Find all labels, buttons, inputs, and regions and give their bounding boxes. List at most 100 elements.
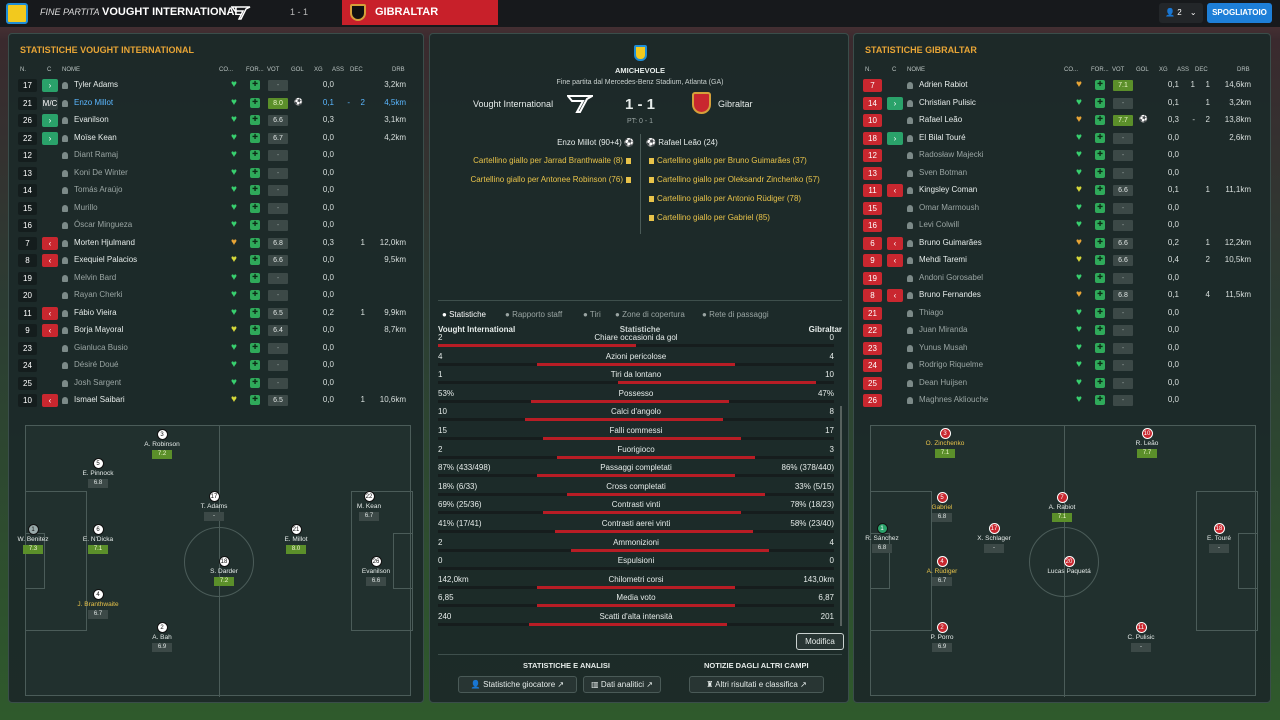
player-name[interactable]: Kingsley Coman [919,185,978,194]
player-name[interactable]: Borja Mayoral [74,325,124,334]
player-name[interactable]: Rafael Leão [919,115,963,124]
player-row[interactable]: 10 ‹ Ismael Saibari ♥ ✚ 6.5 0,0 1 10,6km [18,392,416,409]
player-name[interactable]: Ismael Saibari [74,395,125,404]
tab-shots[interactable]: ● Tiri [583,310,601,319]
formation-player[interactable]: 11 C. Pulisic - [1111,622,1171,652]
player-row[interactable]: 16 Óscar Mingueza ♥ ✚ - 0,0 [18,217,416,234]
column-header[interactable]: C [892,67,897,73]
formation-player[interactable]: 10 R. Leão 7.7 [1117,428,1177,458]
formation-player[interactable]: 18 E. Touré - [1189,523,1249,553]
player-row[interactable]: 6 ‹ Bruno Guimarães ♥ ✚ 6.6 0,2 1 12,2km [863,235,1261,252]
formation-player[interactable]: 17 T. Adams - [184,491,244,521]
player-name[interactable]: Tyler Adams [74,80,119,89]
player-row[interactable]: 17 › Tyler Adams ♥ ✚ - 0,0 3,2km [18,77,416,94]
player-row[interactable]: 14 › Christian Pulisic ♥ ✚ - 0,1 1 3,2km [863,95,1261,112]
player-name[interactable]: Andoni Gorosabel [919,272,984,282]
column-header[interactable]: C [47,67,52,73]
player-row[interactable]: 10 Rafael Leão ♥ ✚ 7.7 ⚽ 0,3 - 2 13,8km [863,112,1261,129]
player-name[interactable]: Bruno Guimarães [919,237,982,247]
other-results-button[interactable]: ♜ Altri risultati e classifica ↗ [689,676,824,693]
player-row[interactable]: 13 Koni De Winter ♥ ✚ - 0,0 [18,165,416,182]
player-name[interactable]: Exequiel Palacios [74,255,138,264]
column-header[interactable]: GOL [1136,67,1149,73]
player-row[interactable]: 12 Radosław Majecki ♥ ✚ - 0,0 [863,147,1261,164]
player-name[interactable]: Christian Pulisic [919,97,976,107]
column-header[interactable]: XG [1159,67,1168,73]
player-name[interactable]: El Bilal Touré [919,132,966,142]
player-row[interactable]: 24 Désiré Doué ♥ ✚ - 0,0 [18,357,416,374]
player-row[interactable]: 25 Dean Huijsen ♥ ✚ - 0,0 [863,375,1261,392]
formation-player[interactable]: 18 S. Darder 7.2 [194,556,254,586]
column-header[interactable]: XG [314,67,323,73]
player-row[interactable]: 19 Andoni Gorosabel ♥ ✚ - 0,0 [863,270,1261,287]
dressing-room-button[interactable]: SPOGLIATOIO [1207,3,1272,23]
player-row[interactable]: 15 Murillo ♥ ✚ - 0,0 [18,200,416,217]
player-name[interactable]: Juan Miranda [919,325,968,334]
player-row[interactable]: 22 › Moïse Kean ♥ ✚ 6.7 0,0 4,2km [18,130,416,147]
player-row[interactable]: 25 Josh Sargent ♥ ✚ - 0,0 [18,375,416,392]
player-name[interactable]: Mehdi Taremi [919,255,967,264]
player-name[interactable]: Radosław Majecki [919,150,984,159]
player-name[interactable]: Enzo Millot [74,97,114,107]
column-header[interactable]: FOR... [1091,67,1109,73]
column-header[interactable]: NOME [62,67,80,73]
player-row[interactable]: 18 › El Bilal Touré ♥ ✚ - 0,0 2,6km [863,130,1261,147]
formation-player[interactable]: 3 O. Zinchenko 7.1 [915,428,975,458]
player-name[interactable]: Tomás Araújo [74,185,123,194]
player-row[interactable]: 8 ‹ Exequiel Palacios ♥ ✚ 6.6 0,0 9,5km [18,252,416,269]
player-row[interactable]: 22 Juan Miranda ♥ ✚ - 0,0 [863,322,1261,339]
tab-staff-report[interactable]: ● Rapporto staff [505,310,563,319]
column-header[interactable]: ASS [1177,67,1190,73]
player-name[interactable]: Rayan Cherki [74,290,123,299]
away-team-name[interactable]: GIBRALTAR [375,6,439,18]
player-row[interactable]: 16 Levi Colwill ♥ ✚ - 0,0 [863,217,1261,234]
player-name[interactable]: Dean Huijsen [919,377,968,387]
player-row[interactable]: 20 Rayan Cherki ♥ ✚ - 0,0 [18,287,416,304]
tab-statistics[interactable]: ● Statistiche [442,310,486,319]
formation-player[interactable]: 21 E. Millot 8.0 [266,524,326,554]
player-row[interactable]: 8 ‹ Bruno Fernandes ♥ ✚ 6.8 0,1 4 11,5km [863,287,1261,304]
player-name[interactable]: Maghnes Akliouche [919,395,989,404]
column-header[interactable]: VOT [267,67,280,73]
player-row[interactable]: 26 Maghnes Akliouche ♥ ✚ - 0,0 [863,392,1261,409]
player-row[interactable]: 9 ‹ Mehdi Taremi ♥ ✚ 6.6 0,4 2 10,5km [863,252,1261,269]
player-name[interactable]: Óscar Mingueza [74,220,133,229]
formation-player[interactable]: 7 A. Rabiot 7.1 [1032,492,1092,522]
player-name[interactable]: Fábio Vieira [74,307,117,317]
player-row[interactable]: 14 Tomás Araújo ♥ ✚ - 0,0 [18,182,416,199]
player-name[interactable]: Morten Hjulmand [74,237,135,247]
stats-scrollbar[interactable] [840,406,842,626]
player-row[interactable]: 24 Rodrigo Riquelme ♥ ✚ - 0,0 [863,357,1261,374]
club-logo-icon[interactable] [6,3,28,24]
home-team-label[interactable]: Vought International [473,99,554,109]
player-name[interactable]: Yunus Musah [919,342,968,352]
player-name[interactable]: Gianluca Busio [74,342,128,352]
player-name[interactable]: Sven Botman [919,167,968,177]
player-row[interactable]: 23 Yunus Musah ♥ ✚ - 0,0 [863,340,1261,357]
formation-player[interactable]: 17 X. Schlager - [964,523,1024,553]
home-team-name[interactable]: VOUGHT INTERNATIONAL [102,6,242,18]
analytics-button[interactable]: ▥ Dati analitici ↗ [583,676,661,693]
player-row[interactable]: 12 Diant Ramaj ♥ ✚ - 0,0 [18,147,416,164]
column-header[interactable]: CO... [1064,67,1079,73]
player-row[interactable]: 7 ‹ Morten Hjulmand ♥ ✚ 6.8 0,3 1 12,0km [18,235,416,252]
player-row[interactable]: 11 ‹ Kingsley Coman ♥ ✚ 6.6 0,1 1 11,1km [863,182,1261,199]
player-row[interactable]: 13 Sven Botman ♥ ✚ - 0,0 [863,165,1261,182]
column-header[interactable]: NOME [907,67,925,73]
formation-player[interactable]: 2 P. Porro 6.9 [912,622,972,652]
player-name[interactable]: Bruno Fernandes [919,290,981,299]
player-row[interactable]: 19 Melvin Bard ♥ ✚ - 0,0 [18,270,416,287]
player-name[interactable]: Josh Sargent [74,377,122,387]
formation-player[interactable]: 22 M. Kean 6.7 [339,491,399,521]
formation-player[interactable]: 1 W. Benitez 7.3 [3,524,63,554]
formation-player[interactable]: 26 Evanilson 6.6 [346,556,406,586]
player-row[interactable]: 26 › Evanilson ♥ ✚ 6.6 0,3 3,1km [18,112,416,129]
player-name[interactable]: Melvin Bard [74,272,117,282]
formation-player[interactable]: 5 Gabriel 6.8 [912,492,972,522]
tab-passing-network[interactable]: ● Rete di passaggi [702,310,769,319]
player-name[interactable]: Adrien Rabiot [919,80,968,89]
player-name[interactable]: Murillo [74,202,98,212]
column-header[interactable]: FOR... [246,67,264,73]
formation-player[interactable]: 4 J. Branthwaite 6.7 [68,589,128,619]
formation-player[interactable]: 5 E. Pinnock 6.8 [68,458,128,488]
